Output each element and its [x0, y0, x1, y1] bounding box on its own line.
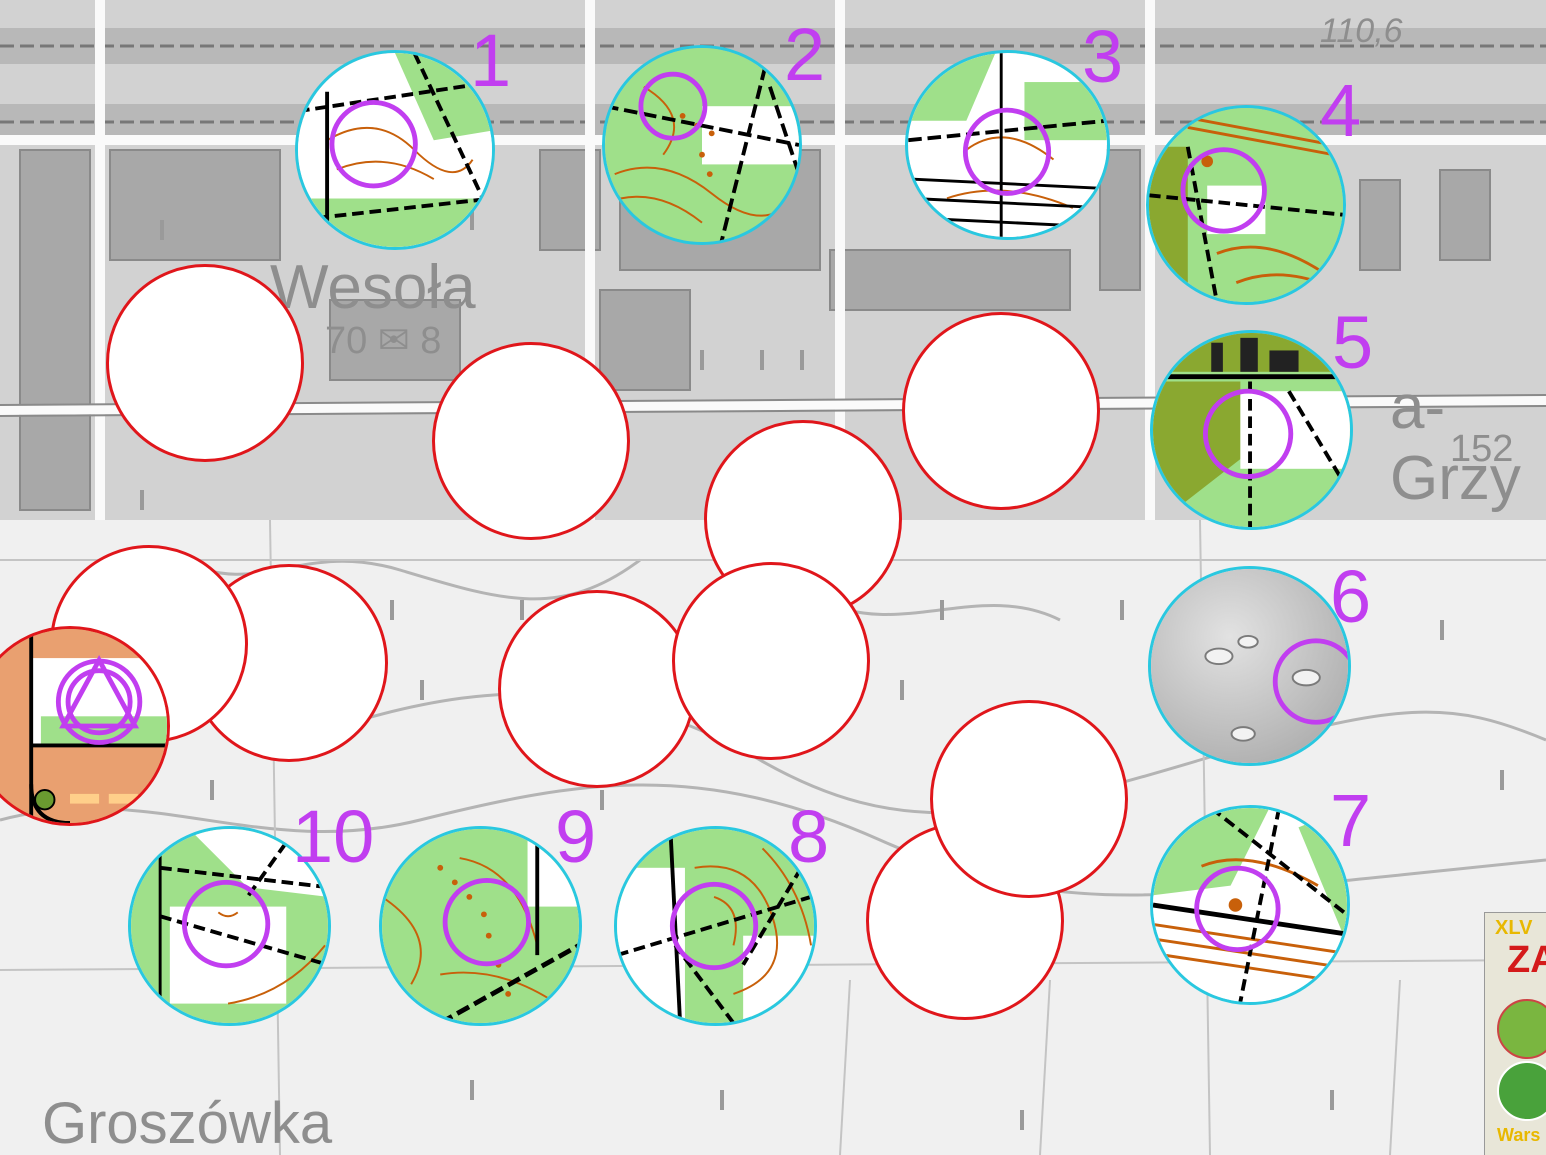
event-logo: XLV ZA Wars — [1484, 912, 1546, 1155]
control-circle-1[interactable] — [295, 50, 495, 250]
blank-circle[interactable] — [498, 590, 696, 788]
blank-circle[interactable] — [930, 700, 1128, 898]
place-label-groszowka: Groszówka — [42, 1091, 333, 1155]
place-label-wesola-sub: 70 ✉ 8 — [325, 320, 442, 362]
control-number-7: 7 — [1330, 779, 1372, 862]
place-label-wesola: Wesoła — [270, 253, 476, 322]
control-circle-7[interactable] — [1150, 805, 1350, 1005]
control-map-fragment — [1153, 808, 1347, 1002]
control-number-1: 1 — [470, 19, 512, 102]
control-number-2: 2 — [784, 13, 826, 96]
control-map-fragment — [1149, 108, 1343, 302]
control-circle-2[interactable] — [602, 45, 802, 245]
blank-circle[interactable] — [432, 342, 630, 540]
control-number-10: 10 — [292, 795, 375, 878]
control-circle-8[interactable] — [614, 826, 817, 1026]
club-seal-icon — [1497, 999, 1546, 1059]
control-number-5: 5 — [1332, 301, 1374, 384]
control-circle-10[interactable] — [128, 826, 331, 1026]
control-map-fragment — [298, 53, 492, 247]
blank-circle[interactable] — [106, 264, 304, 462]
control-circle-4[interactable] — [1146, 105, 1346, 305]
blank-circle[interactable] — [672, 562, 870, 760]
control-number-8: 8 — [788, 795, 830, 878]
start-circle[interactable] — [0, 626, 170, 826]
control-circle-9[interactable] — [379, 826, 582, 1026]
pttk-seal-icon — [1497, 1061, 1546, 1121]
control-map-fragment — [1153, 333, 1350, 527]
control-number-6: 6 — [1330, 555, 1372, 638]
logo-line-3: Wars — [1497, 1125, 1541, 1145]
place-label-grzy: a-Grzy — [1390, 373, 1521, 513]
control-map-fragment — [617, 829, 814, 1023]
control-number-9: 9 — [555, 795, 597, 878]
blank-circle[interactable] — [902, 312, 1100, 510]
control-map-fragment — [382, 829, 579, 1023]
start-map-fragment — [0, 629, 167, 823]
control-circle-3[interactable] — [905, 50, 1110, 240]
place-label-grzy-sub: 152 — [1450, 428, 1514, 470]
control-map-fragment — [908, 53, 1107, 237]
elevation-label: 110,6 — [1320, 12, 1403, 50]
start-triangle-icon — [59, 654, 140, 729]
logo-line-2: ZA — [1507, 939, 1546, 981]
control-number-3: 3 — [1082, 15, 1124, 98]
control-circle-5[interactable] — [1150, 330, 1353, 530]
control-number-4: 4 — [1320, 69, 1362, 152]
control-map-fragment — [605, 48, 799, 242]
control-circle-6[interactable] — [1148, 566, 1351, 766]
logo-line-1: XLV — [1495, 917, 1533, 939]
control-map-fragment — [1151, 569, 1348, 763]
control-map-fragment — [131, 829, 328, 1023]
